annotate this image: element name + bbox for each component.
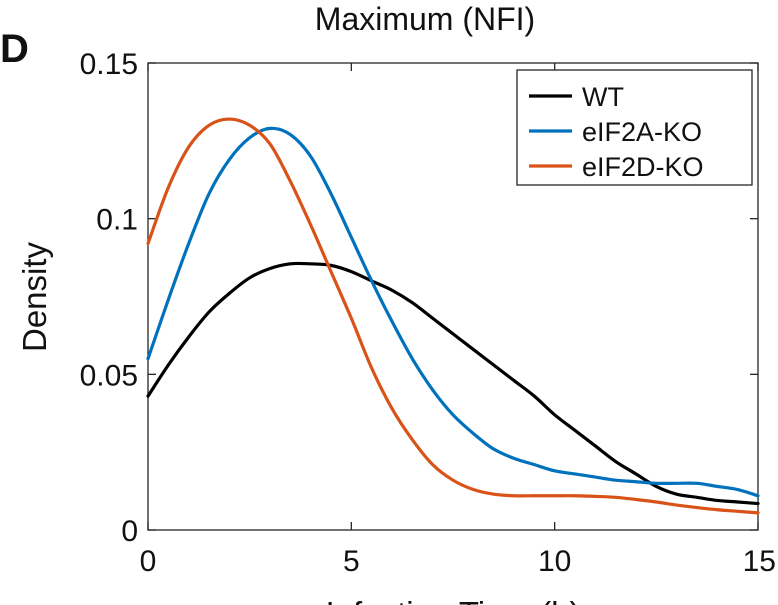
x-tick-label: 0 <box>140 545 157 578</box>
y-tick-label: 0.1 <box>96 204 138 237</box>
x-tick-label: 5 <box>343 545 360 578</box>
chart-title: Maximum (NFI) <box>315 1 535 37</box>
x-tick-label: 10 <box>538 545 571 578</box>
y-axis-label: Density <box>16 241 53 352</box>
panel-label: D <box>0 27 29 71</box>
y-tick-label: 0 <box>121 515 138 548</box>
x-axis: 0 5 10 15 <box>140 63 776 578</box>
x-axis-label: Infection Time (h) <box>326 595 581 605</box>
y-axis: 0 0.05 0.1 0.15 <box>80 48 758 548</box>
plot-area <box>147 62 759 531</box>
series-line-wt <box>146 261 760 506</box>
series-line-eif2a-ko <box>146 126 760 498</box>
legend-label-eif2d-ko: eIF2D-KO <box>582 152 704 182</box>
y-tick-label: 0.05 <box>80 359 138 392</box>
legend-label-eif2a-ko: eIF2A-KO <box>582 117 702 147</box>
series-lines <box>146 117 760 515</box>
y-tick-label: 0.15 <box>80 48 138 81</box>
series-line-eif2d-ko <box>146 117 760 515</box>
legend: WT eIF2A-KO eIF2D-KO <box>516 69 753 186</box>
x-tick-label: 15 <box>743 545 776 578</box>
plot-box <box>147 62 759 531</box>
legend-label-wt: WT <box>582 82 624 112</box>
